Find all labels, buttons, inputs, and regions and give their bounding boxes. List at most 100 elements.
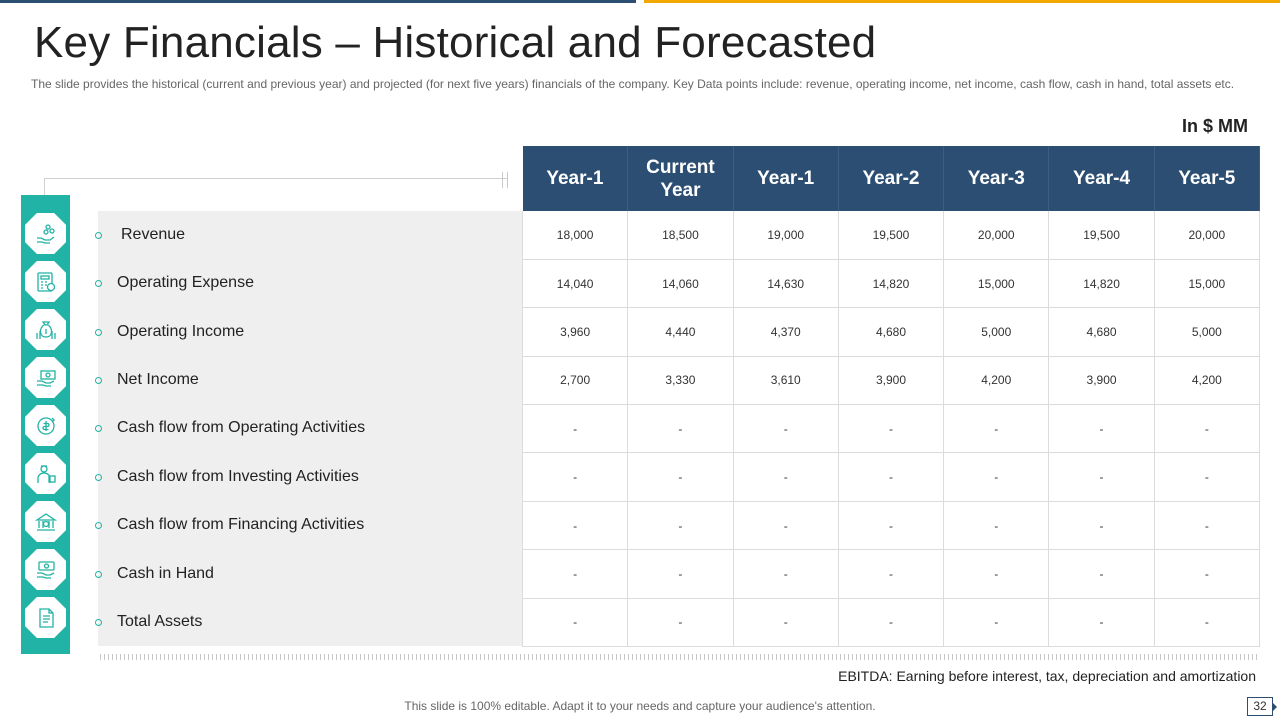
table-cell: -	[838, 598, 945, 648]
row-label-text: Operating Income	[117, 323, 245, 340]
money-bag-icon	[25, 309, 66, 350]
table-cell: -	[943, 452, 1050, 502]
table-cell: -	[521, 549, 629, 599]
table-cell: -	[733, 501, 839, 551]
table-cell: -	[838, 452, 945, 502]
table-cell: -	[1048, 501, 1155, 551]
table-cell: -	[838, 404, 945, 454]
table-cell: 5,000	[1154, 307, 1261, 357]
table-cell: 4,370	[733, 307, 839, 357]
table-cell: -	[943, 501, 1050, 551]
table-cell: 4,200	[1154, 356, 1261, 406]
table-cell: 3,610	[733, 356, 839, 406]
table-cell: 3,900	[838, 356, 945, 406]
table-cell: -	[627, 501, 734, 551]
table-cell: -	[733, 404, 839, 454]
bullet-icon	[95, 232, 102, 239]
table-cell: -	[521, 501, 629, 551]
table-cell: 14,820	[838, 259, 945, 309]
bullet-icon	[95, 425, 102, 432]
table-cell: 20,000	[1154, 211, 1261, 260]
table-cell: 18,500	[627, 211, 734, 260]
column-header: Year-1	[522, 146, 629, 211]
table-cell: -	[627, 404, 734, 454]
table-cell: -	[1154, 404, 1261, 454]
table-cell: 19,500	[838, 211, 945, 260]
table-cell: 4,440	[627, 307, 734, 357]
top-accent-bar-blue	[0, 0, 636, 3]
table-cell: -	[521, 404, 629, 454]
row-label: Cash flow from Financing Activities	[95, 501, 522, 549]
table-row: 3,960 4,440 4,370 4,680 5,000 4,680 5,00…	[521, 307, 1261, 357]
table-cell: -	[838, 549, 945, 599]
banknote-hand-icon	[25, 357, 66, 398]
table-row: - - - - - - -	[521, 404, 1261, 454]
top-accent-bar-gold	[644, 0, 1280, 3]
table-cell: -	[1154, 549, 1261, 599]
row-label-text: Cash in Hand	[117, 565, 214, 582]
investor-icon	[25, 453, 66, 494]
dotted-divider	[100, 654, 1260, 660]
table-row: 14,040 14,060 14,630 14,820 15,000 14,82…	[521, 259, 1261, 309]
cash-in-hand-icon	[25, 549, 66, 590]
table-cell: -	[521, 452, 629, 502]
table-cell: -	[1154, 501, 1261, 551]
column-header: Year-4	[1048, 146, 1155, 211]
table-cell: 18,000	[521, 211, 629, 260]
row-label-text: Cash flow from Investing Activities	[117, 468, 359, 485]
table-cell: -	[1154, 452, 1261, 502]
row-label: Net Income	[95, 356, 522, 404]
table-cell: 4,680	[838, 307, 945, 357]
table-cell: -	[733, 452, 839, 502]
table-cell: 15,000	[1154, 259, 1261, 309]
bullet-icon	[95, 619, 102, 626]
calculator-icon	[25, 261, 66, 302]
row-label: Operating Income	[95, 308, 522, 356]
money-hand-icon	[25, 213, 66, 254]
bullet-icon	[95, 377, 102, 384]
units-label: In $ MM	[1182, 116, 1248, 136]
table-cell: -	[733, 598, 839, 648]
table-cell: 4,680	[1048, 307, 1155, 357]
table-cell: -	[943, 404, 1050, 454]
table-row: - - - - - - -	[521, 501, 1261, 551]
table-cell: -	[943, 549, 1050, 599]
table-cell: 19,500	[1048, 211, 1155, 260]
table-cell: 15,000	[943, 259, 1050, 309]
row-label: Operating Expense	[95, 259, 522, 307]
table-header-row: Year-1 Current Year Year-1 Year-2 Year-3…	[522, 146, 1261, 211]
bullet-icon	[95, 522, 102, 529]
table-cell: 20,000	[943, 211, 1050, 260]
table-cell: 14,820	[1048, 259, 1155, 309]
table-cell: -	[627, 598, 734, 648]
row-label-text: Revenue	[121, 226, 186, 243]
row-label-text: Total Assets	[117, 613, 203, 630]
table-cell: -	[1154, 598, 1261, 648]
icon-strip	[21, 195, 70, 654]
table-row: - - - - - - -	[521, 452, 1261, 502]
ebitda-footnote: EBITDA: Earning before interest, tax, de…	[838, 668, 1256, 684]
page-number: 32	[1247, 697, 1277, 716]
column-header: Year-2	[838, 146, 945, 211]
table-cell: 2,700	[521, 356, 629, 406]
table-cell: -	[627, 452, 734, 502]
table-cell: 5,000	[943, 307, 1050, 357]
bullet-icon	[95, 474, 102, 481]
financials-table: Year-1 Current Year Year-1 Year-2 Year-3…	[521, 146, 1261, 648]
row-label-text: Cash flow from Operating Activities	[117, 419, 366, 436]
table-cell: -	[838, 501, 945, 551]
row-label: Revenue	[95, 211, 522, 259]
table-cell: -	[521, 598, 629, 648]
bullet-icon	[95, 280, 102, 287]
table-cell: -	[943, 598, 1050, 648]
row-label: Cash flow from Investing Activities	[95, 453, 522, 501]
row-label-text: Cash flow from Financing Activities	[117, 516, 365, 533]
row-label-text: Net Income	[117, 371, 199, 388]
cash-cycle-icon	[25, 405, 66, 446]
row-label-text: Operating Expense	[117, 274, 254, 291]
connector-bracket	[44, 178, 508, 195]
table-row: 2,700 3,330 3,610 3,900 4,200 3,900 4,20…	[521, 356, 1261, 406]
footer-note: This slide is 100% editable. Adapt it to…	[404, 699, 876, 713]
table-cell: 3,900	[1048, 356, 1155, 406]
table-cell: -	[733, 549, 839, 599]
